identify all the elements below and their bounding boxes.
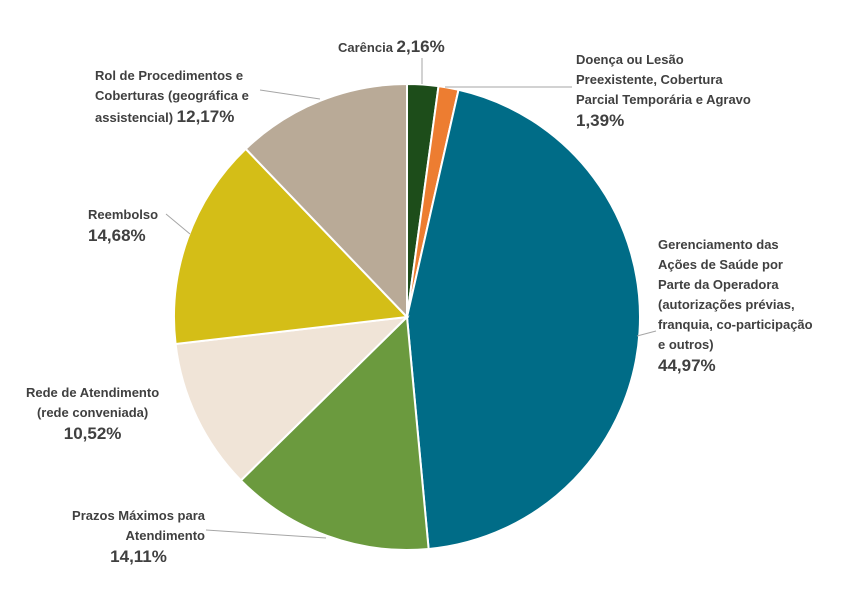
leader-prazos — [205, 529, 327, 539]
leader-reembolso — [165, 213, 191, 235]
pie-slice-reembolso — [173, 147, 410, 346]
label-rol: Rol de Procedimentos e Coberturas (geogr… — [95, 66, 249, 128]
label-name: Reembolso — [88, 207, 159, 222]
label-name: Rede de Atendimento (rede conveniada) — [26, 385, 160, 420]
label-value: 1,39% — [576, 111, 625, 130]
label-value: 2,16% — [396, 37, 445, 56]
label-name: Rol de Procedimentos e Coberturas (geogr… — [95, 68, 249, 125]
pie-slice-gerenciamento — [405, 88, 641, 551]
label-value: 10,52% — [63, 424, 122, 443]
pie-slice-rede — [174, 315, 410, 482]
pie-slice-rol — [244, 82, 408, 320]
label-name: Carência — [338, 40, 393, 55]
label-doenca: Doença ou Lesão Preexistente, Cobertura … — [576, 50, 751, 132]
label-rede: Rede de Atendimento (rede conveniada) 10,… — [26, 383, 159, 445]
label-prazos: Prazos Máximos para Atendimento 14,11% — [72, 506, 205, 568]
label-carencia: Carência 2,16% — [338, 36, 445, 58]
label-value: 12,17% — [176, 107, 235, 126]
leader-gerenciamento — [636, 330, 657, 337]
label-name: Doença ou Lesão Preexistente, Cobertura … — [576, 52, 751, 107]
label-name: Prazos Máximos para Atendimento — [72, 508, 205, 543]
pie-slice-prazos — [239, 314, 430, 551]
label-reembolso: Reembolso 14,68% — [88, 205, 158, 247]
label-value: 14,11% — [110, 547, 167, 566]
label-value: 14,68% — [88, 226, 146, 245]
label-name: Gerenciamento das Ações de Saúde por Par… — [658, 237, 813, 352]
label-value: 44,97% — [658, 356, 716, 375]
leader-rol — [259, 89, 321, 100]
label-gerenciamento: Gerenciamento das Ações de Saúde por Par… — [658, 235, 813, 377]
